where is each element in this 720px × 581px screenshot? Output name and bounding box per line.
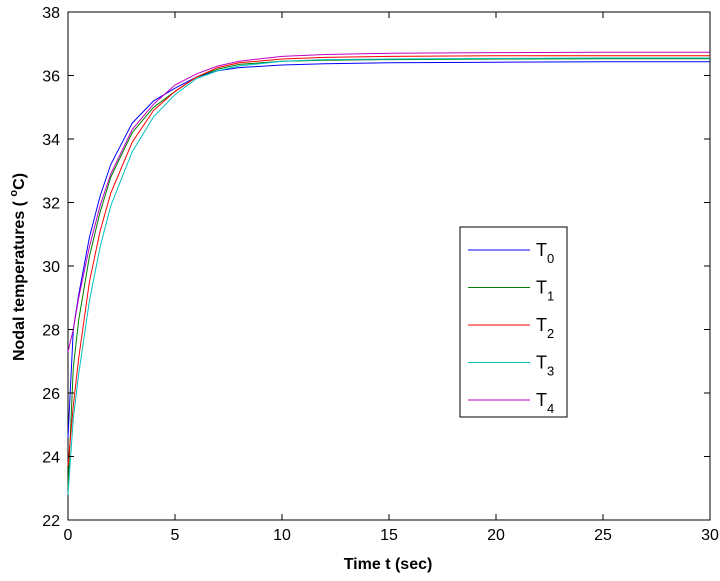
- legend-label-t0: T0: [536, 240, 554, 266]
- x-tick-label: 20: [487, 527, 505, 544]
- y-tick-label: 24: [42, 450, 60, 467]
- x-tick-label: 5: [171, 527, 180, 544]
- plot-area: [67, 11, 711, 521]
- y-axis-title: Nodal temperatures ( oC): [8, 173, 28, 361]
- y-tick-label: 36: [42, 69, 60, 86]
- tick-layer: 0 5 10 15 20 25 30 22 24 26 28 30 32 34 36 38: [42, 5, 719, 544]
- y-tick-label: 22: [42, 513, 60, 530]
- legend-box: [459, 226, 568, 418]
- series-layer: [67, 51, 710, 495]
- series-line-t4: [67, 51, 710, 352]
- x-tick-label: 10: [273, 527, 291, 544]
- legend-label-t3: T3: [536, 353, 554, 379]
- legend-label-t2: T2: [536, 315, 554, 341]
- y-tick-label: 30: [42, 259, 60, 276]
- x-tick-label: 15: [380, 527, 398, 544]
- y-tick-label: 38: [42, 5, 60, 22]
- series-line-t0: [67, 61, 710, 438]
- y-tick-label: 26: [42, 386, 60, 403]
- legend-label-t1: T1: [536, 278, 554, 304]
- series-line-t3: [67, 57, 710, 495]
- y-tick-label: 32: [42, 196, 60, 213]
- legend-label-t4: T4: [536, 390, 554, 416]
- x-axis-title: Time t (sec): [344, 556, 433, 573]
- x-tick-label: 0: [64, 527, 73, 544]
- y-tick-label: 34: [42, 132, 60, 149]
- series-line-t2: [67, 55, 710, 467]
- x-tick-label: 25: [594, 527, 612, 544]
- x-tick-label: 30: [701, 527, 719, 544]
- legend: T0 T1 T2 T3 T4: [459, 226, 568, 418]
- y-tick-label: 28: [42, 323, 60, 340]
